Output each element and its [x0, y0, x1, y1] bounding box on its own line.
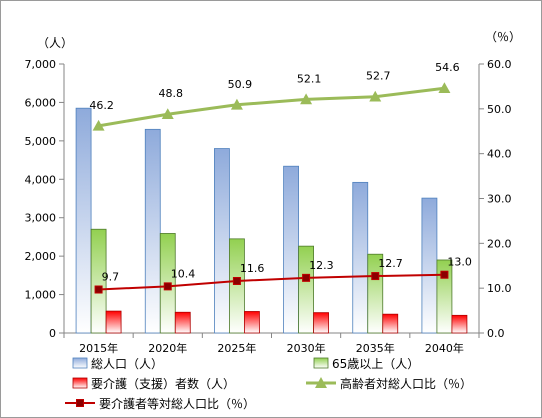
care-ratio-line — [98, 273, 445, 291]
aged-ratio-data-label: 48.8 — [159, 87, 184, 100]
right-tick-label: 0.0 — [487, 327, 505, 340]
care-ratio-marker — [440, 270, 449, 279]
left-axis-unit: （人） — [37, 36, 73, 50]
care-ratio-marker — [371, 272, 380, 281]
aged-65-plus-bar — [90, 228, 107, 334]
aged-ratio-marker — [300, 93, 313, 105]
care-ratio-data-label: 12.7 — [378, 257, 403, 270]
aged-ratio-marker — [438, 82, 451, 94]
aged-65-plus-bar — [298, 245, 314, 334]
right-axis-unit: （％） — [485, 30, 521, 44]
care-needed-bar — [244, 311, 260, 334]
legend-swatch — [72, 357, 88, 369]
aged-ratio-marker — [369, 90, 382, 102]
aged-ratio-line — [98, 86, 445, 128]
left-tick-label: 7,000 — [25, 58, 57, 71]
aged-ratio-data-label: 52.1 — [297, 72, 322, 85]
aged-ratio-marker — [92, 119, 105, 131]
right-tick-label: 30.0 — [487, 193, 512, 206]
legend-label: 65歳以上（人） — [332, 357, 419, 371]
left-tick-label: 1,000 — [25, 289, 57, 302]
x-tick-label: 2040年 — [425, 341, 464, 355]
right-tick-label: 10.0 — [487, 282, 512, 295]
aged-ratio-marker — [161, 108, 174, 120]
right-tick-label: 50.0 — [487, 103, 512, 116]
care-needed-bar — [382, 313, 399, 334]
left-tick-label: 4,000 — [25, 173, 57, 186]
care-ratio-marker — [232, 276, 241, 285]
left-tick-label: 0 — [49, 327, 56, 340]
legend-label: 高齢者対総人口比（％） — [340, 376, 472, 391]
left-tick-label: 3,000 — [25, 212, 57, 225]
x-tick-label: 2025年 — [217, 341, 256, 355]
legend-swatch-marker — [315, 377, 327, 388]
aged-ratio-data-label: 52.7 — [366, 70, 391, 83]
care-needed-bar — [105, 310, 122, 334]
left-tick-label: 5,000 — [25, 135, 57, 148]
legend-label: 要介護（支援）者数（人） — [91, 376, 235, 391]
legend-label: 総人口（人） — [91, 357, 163, 371]
care-ratio-marker — [94, 285, 103, 294]
aged-ratio-marker — [230, 98, 243, 110]
care-ratio-data-label: 13.0 — [447, 256, 472, 269]
care-ratio-marker — [163, 282, 172, 291]
total-population-bar — [75, 107, 92, 334]
right-tick-label: 40.0 — [487, 148, 512, 161]
x-tick-label: 2030年 — [287, 341, 326, 355]
x-tick-label: 2020年 — [148, 341, 187, 355]
left-tick-label: 2,000 — [25, 250, 57, 263]
total-population-bar — [283, 165, 299, 334]
care-ratio-data-label: 10.4 — [171, 267, 196, 280]
right-tick-label: 60.0 — [487, 58, 512, 71]
aged-65-plus-bar — [229, 238, 245, 334]
legend-label: 要介護者等対総人口比（％） — [99, 396, 255, 411]
care-ratio-data-label: 12.3 — [309, 259, 334, 272]
x-tick-label: 2015年 — [79, 341, 118, 355]
legend-swatch-marker — [76, 399, 84, 407]
care-needed-bar — [174, 311, 191, 334]
care-needed-bar — [451, 314, 468, 334]
axes: 0 1,000 2,000 3,000 4,000 5,000 6,000 7,000 0.0 1… — [25, 58, 512, 355]
aged-ratio-data-label: 46.2 — [89, 99, 114, 112]
legend: 総人口（人） 65歳以上（人） 要介護（支援）者数（人） 高齢者対総人口比（％） 要介護… — [65, 357, 472, 411]
legend-swatch — [72, 377, 88, 389]
bars — [75, 107, 468, 334]
left-tick-label: 6,000 — [25, 96, 57, 109]
right-tick-label: 20.0 — [487, 237, 512, 250]
total-population-bar — [214, 148, 230, 334]
total-population-bar — [144, 128, 161, 334]
aged-ratio-data-label: 50.9 — [228, 78, 253, 91]
total-population-bar — [352, 181, 369, 334]
lines: 46.2 48.8 50.9 52.1 52.7 54.6 9.7 10.4 11.6 12.3 1… — [89, 61, 472, 294]
care-ratio-marker — [302, 273, 311, 282]
care-needed-bar — [313, 312, 329, 334]
aged-ratio-data-label: 54.6 — [435, 61, 460, 74]
legend-swatch — [313, 357, 329, 369]
care-ratio-data-label: 9.7 — [102, 271, 120, 284]
x-tick-label: 2035年 — [356, 341, 395, 355]
total-population-bar — [421, 197, 438, 334]
care-ratio-data-label: 11.6 — [240, 262, 265, 275]
